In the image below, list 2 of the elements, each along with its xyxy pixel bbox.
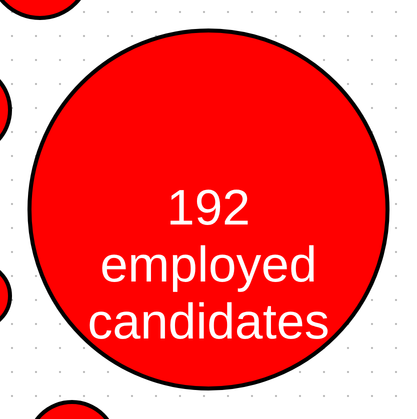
category-label: employed candidates	[88, 236, 330, 350]
data-label: 192	[166, 180, 250, 236]
